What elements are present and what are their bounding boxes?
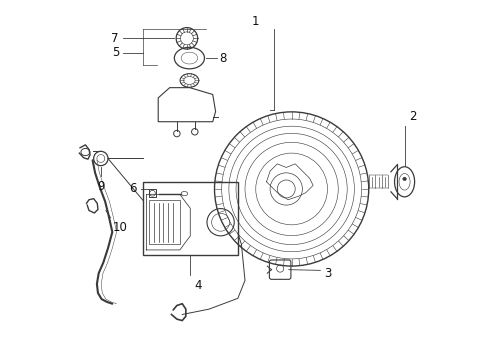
- Bar: [148, 189, 156, 197]
- Bar: [149, 200, 180, 244]
- Circle shape: [403, 177, 406, 181]
- Text: 2: 2: [409, 110, 416, 123]
- Text: 6: 6: [129, 183, 137, 195]
- Text: 7: 7: [111, 32, 119, 45]
- Text: 3: 3: [324, 267, 331, 280]
- Text: 5: 5: [112, 46, 120, 59]
- Text: 4: 4: [194, 279, 201, 292]
- Text: 1: 1: [251, 15, 259, 28]
- Text: 8: 8: [220, 51, 227, 64]
- Text: 10: 10: [112, 221, 127, 234]
- Bar: [143, 182, 238, 255]
- Text: 9: 9: [97, 180, 104, 193]
